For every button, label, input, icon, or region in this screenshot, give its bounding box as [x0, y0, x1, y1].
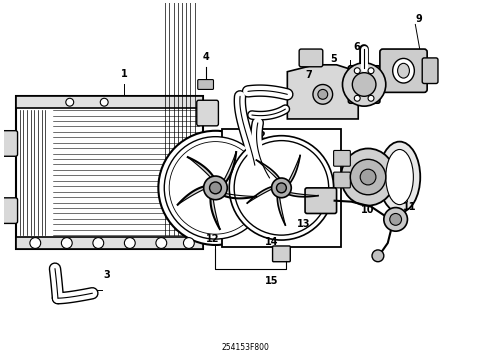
Circle shape: [276, 183, 286, 193]
FancyBboxPatch shape: [0, 131, 18, 156]
Circle shape: [93, 238, 104, 248]
Circle shape: [318, 89, 328, 99]
Text: 10: 10: [361, 204, 375, 215]
Ellipse shape: [341, 148, 395, 206]
FancyBboxPatch shape: [422, 58, 438, 84]
Circle shape: [368, 68, 374, 74]
Circle shape: [372, 250, 384, 262]
Text: 13: 13: [297, 219, 311, 229]
Circle shape: [354, 95, 360, 101]
Circle shape: [61, 238, 72, 248]
Circle shape: [390, 213, 401, 225]
Ellipse shape: [392, 58, 415, 83]
FancyBboxPatch shape: [197, 100, 219, 126]
FancyBboxPatch shape: [198, 80, 214, 89]
Circle shape: [164, 137, 267, 239]
Polygon shape: [286, 156, 300, 187]
Bar: [222, 129, 341, 247]
Polygon shape: [277, 192, 285, 225]
Bar: [16, 96, 203, 108]
Circle shape: [271, 178, 291, 198]
Text: 6: 6: [353, 42, 360, 52]
Text: 15: 15: [265, 276, 278, 287]
FancyBboxPatch shape: [272, 246, 290, 262]
Circle shape: [360, 169, 376, 185]
Text: 4: 4: [202, 52, 209, 62]
Circle shape: [354, 68, 360, 74]
Polygon shape: [284, 192, 318, 197]
Text: 254153F800: 254153F800: [221, 343, 269, 352]
Text: 9: 9: [416, 14, 423, 24]
Circle shape: [229, 136, 334, 240]
Circle shape: [169, 141, 262, 234]
FancyBboxPatch shape: [380, 49, 427, 93]
FancyBboxPatch shape: [0, 198, 18, 224]
Circle shape: [384, 208, 408, 231]
Polygon shape: [178, 185, 210, 205]
Circle shape: [368, 95, 374, 101]
Circle shape: [204, 176, 227, 200]
Circle shape: [313, 85, 333, 104]
Polygon shape: [247, 186, 277, 203]
Polygon shape: [218, 192, 256, 198]
Polygon shape: [16, 96, 203, 249]
Text: 1: 1: [121, 69, 127, 78]
Circle shape: [158, 131, 272, 245]
Circle shape: [30, 238, 41, 248]
Circle shape: [100, 98, 108, 106]
FancyBboxPatch shape: [334, 150, 350, 166]
Bar: [16, 237, 203, 249]
Polygon shape: [221, 152, 236, 187]
Text: 2: 2: [258, 131, 265, 141]
Ellipse shape: [386, 149, 414, 204]
FancyBboxPatch shape: [334, 172, 350, 188]
Text: 12: 12: [206, 234, 219, 244]
FancyBboxPatch shape: [305, 188, 337, 213]
Circle shape: [124, 238, 135, 248]
Ellipse shape: [397, 63, 410, 78]
Circle shape: [343, 63, 386, 106]
FancyBboxPatch shape: [299, 49, 323, 67]
Text: 3: 3: [104, 270, 111, 280]
Text: 7: 7: [306, 69, 312, 80]
Circle shape: [156, 238, 167, 248]
Circle shape: [210, 182, 221, 194]
Polygon shape: [256, 160, 282, 183]
Ellipse shape: [379, 141, 420, 212]
Text: 8: 8: [251, 152, 258, 162]
Polygon shape: [188, 157, 216, 182]
Polygon shape: [211, 192, 220, 229]
Circle shape: [183, 238, 195, 248]
Polygon shape: [287, 65, 358, 119]
Circle shape: [352, 73, 376, 96]
Circle shape: [66, 98, 74, 106]
Text: 11: 11: [403, 202, 416, 212]
Text: 5: 5: [330, 54, 337, 64]
Text: 14: 14: [265, 237, 278, 247]
Circle shape: [350, 159, 386, 195]
FancyBboxPatch shape: [348, 66, 380, 103]
Circle shape: [234, 141, 329, 235]
